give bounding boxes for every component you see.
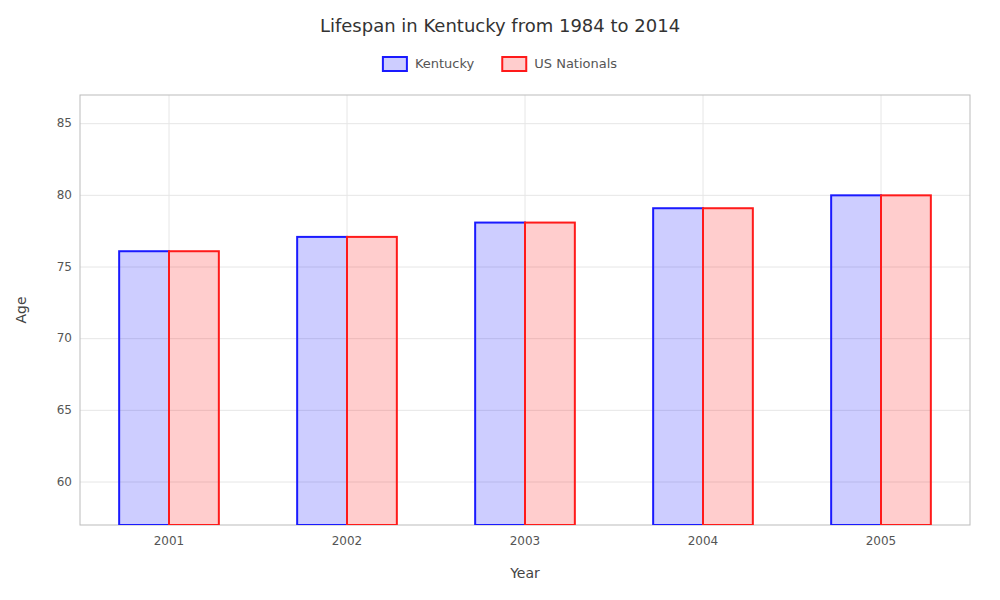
y-tick-label: 85 — [57, 116, 72, 130]
bar — [119, 251, 169, 525]
bar — [297, 237, 347, 525]
x-tick-label: 2002 — [332, 534, 363, 548]
chart-root: 60 65 70 75 80 85 2001 2002 2003 2004 2005 Lifespan… — [0, 0, 1000, 600]
y-tick-label: 70 — [57, 331, 72, 345]
x-tick-label: 2001 — [154, 534, 185, 548]
bar — [475, 223, 525, 525]
x-tick-label: 2003 — [510, 534, 541, 548]
legend-label: US Nationals — [534, 56, 617, 71]
bar — [881, 195, 931, 525]
legend-item: Kentucky — [383, 56, 475, 72]
bar — [347, 237, 397, 525]
title: Lifespan in Kentucky from 1984 to 2014 — [320, 15, 680, 36]
legend: Kentucky US Nationals — [383, 56, 617, 72]
y-tick-label: 80 — [57, 188, 72, 202]
plot-frame — [80, 95, 970, 525]
x-tick-label: 2005 — [866, 534, 897, 548]
legend-swatch — [502, 57, 526, 71]
x-tick-label: 2004 — [688, 534, 719, 548]
legend-item: US Nationals — [502, 56, 617, 72]
grid — [80, 95, 970, 525]
axes: 60 65 70 75 80 85 2001 2002 2003 2004 2005 — [57, 116, 897, 548]
y-tick-label: 75 — [57, 260, 72, 274]
bars — [119, 195, 931, 525]
y-tick-label: 60 — [57, 475, 72, 489]
bar — [169, 251, 219, 525]
legend-swatch — [383, 57, 407, 71]
y-tick-label: 65 — [57, 403, 72, 417]
chart: 60 65 70 75 80 85 2001 2002 2003 2004 2005 Lifespan… — [0, 0, 1000, 600]
bar — [653, 208, 703, 525]
bar — [831, 195, 881, 525]
bar — [525, 223, 575, 525]
legend-label: Kentucky — [415, 56, 475, 71]
y-axis-label: Age — [13, 296, 29, 323]
x-axis-label: Year — [509, 565, 540, 581]
bar — [703, 208, 753, 525]
